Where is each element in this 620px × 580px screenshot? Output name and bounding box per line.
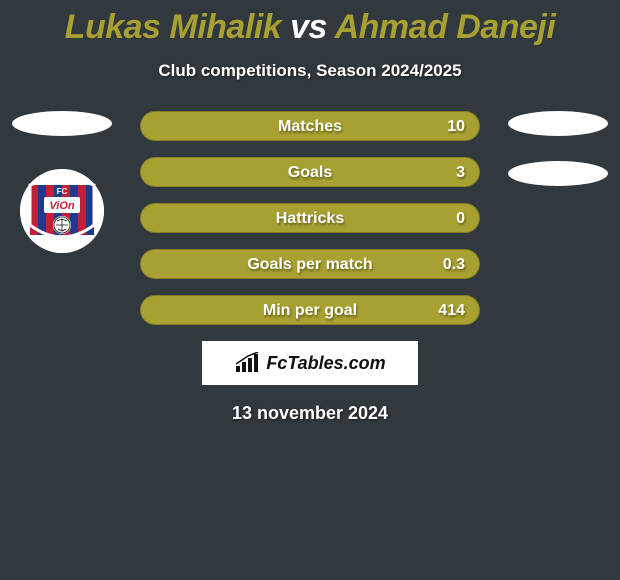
player2-name: Ahmad Daneji <box>335 8 556 46</box>
stat-value: 3 <box>456 158 465 188</box>
stat-row: Hattricks 0 <box>140 203 480 233</box>
stat-value: 0 <box>456 204 465 234</box>
player2-avatar-placeholder <box>508 111 608 136</box>
stat-label: Goals <box>141 158 479 188</box>
stat-value: 0.3 <box>443 250 465 280</box>
branding-box: FcTables.com <box>202 341 418 385</box>
subtitle: Club competitions, Season 2024/2025 <box>0 61 620 81</box>
player1-name: Lukas Mihalik <box>65 8 281 46</box>
svg-text:FC: FC <box>57 187 68 196</box>
stat-label: Hattricks <box>141 204 479 234</box>
comparison-title: Lukas Mihalik vs Ahmad Daneji <box>0 0 620 47</box>
stat-bars: Matches 10 Goals 3 Hattricks 0 Goals per… <box>140 111 480 325</box>
stat-row: Matches 10 <box>140 111 480 141</box>
stats-panel: ViOn FC Matches 10 Goals 3 Hattricks 0 G… <box>0 111 620 424</box>
bar-chart-icon <box>234 352 262 374</box>
stat-row: Goals 3 <box>140 157 480 187</box>
stat-row: Min per goal 414 <box>140 295 480 325</box>
stat-label: Matches <box>141 112 479 142</box>
stat-label: Goals per match <box>141 250 479 280</box>
player2-club-badge-placeholder <box>508 161 608 186</box>
stat-row: Goals per match 0.3 <box>140 249 480 279</box>
branding-text: FcTables.com <box>266 353 385 374</box>
stat-value: 414 <box>438 296 465 326</box>
date-label: 13 november 2024 <box>0 403 620 424</box>
player1-avatar-placeholder <box>12 111 112 136</box>
svg-text:ViOn: ViOn <box>49 200 75 212</box>
club-shield-icon: ViOn FC <box>20 169 104 253</box>
vs-label: vs <box>290 8 327 46</box>
stat-value: 10 <box>447 112 465 142</box>
player1-club-badge: ViOn FC <box>20 169 104 253</box>
stat-label: Min per goal <box>141 296 479 326</box>
